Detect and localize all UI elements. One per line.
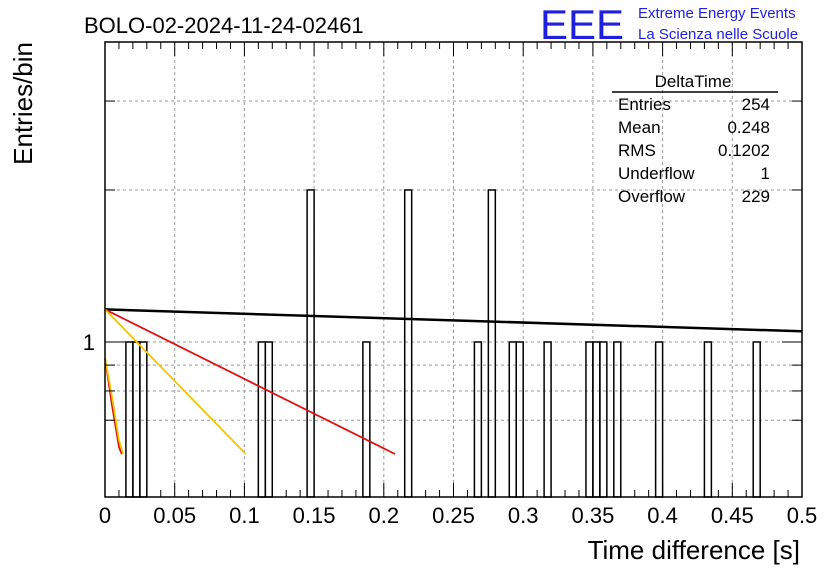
stats-value: 254	[742, 95, 770, 114]
chart-title: BOLO-02-2024-11-24-02461	[84, 13, 364, 38]
stats-value: 229	[742, 187, 770, 206]
stats-label: Entries	[618, 95, 671, 114]
grid-lines	[105, 42, 802, 497]
stats-label: RMS	[618, 141, 656, 160]
histogram-bins	[125, 189, 761, 498]
stats-title: DeltaTime	[655, 72, 732, 91]
histogram-bin	[487, 189, 497, 498]
x-tick-label: 0.05	[153, 503, 196, 528]
x-tick-label: 0	[99, 503, 111, 528]
histogram-bin	[306, 189, 315, 498]
x-tick-label: 0.45	[711, 503, 754, 528]
logo-text: EEE	[540, 1, 624, 48]
fit-curve	[104, 308, 396, 455]
logo-line-1: Extreme Energy Events	[638, 5, 796, 22]
histogram-bin	[403, 189, 413, 498]
stats-value: 1	[761, 164, 770, 183]
y-axis-label: Entries/bin	[8, 42, 38, 165]
x-tick-label: 0.1	[229, 503, 260, 528]
fit-curve	[104, 357, 124, 455]
axis-ticks	[104, 42, 803, 497]
x-tick-label: 0.5	[787, 503, 818, 528]
stats-label: Mean	[618, 118, 661, 137]
stats-label: Underflow	[618, 164, 695, 183]
y-tick-label: 1	[83, 330, 95, 355]
stats-value: 0.248	[727, 118, 770, 137]
stats-rows: Entries 254 Mean 0.248 RMS 0.1202 Underflow 1 Ov…	[618, 95, 770, 206]
x-tick-label: 0.15	[293, 503, 336, 528]
fit-curve	[104, 308, 803, 333]
fit-curve	[104, 308, 247, 455]
stats-label: Overflow	[618, 187, 686, 206]
x-axis-label: Time difference [s]	[588, 535, 800, 565]
x-tick-labels: 0 0.05 0.1 0.15 0.2 0.25 0.3 0.35 0.4 0.45 0.5	[99, 503, 817, 528]
x-tick-label: 0.25	[432, 503, 475, 528]
x-tick-label: 0.35	[571, 503, 614, 528]
y-tick-labels: 1	[83, 330, 95, 355]
x-tick-label: 0.4	[647, 503, 678, 528]
x-tick-label: 0.3	[508, 503, 539, 528]
stats-box: DeltaTime Entries 254 Mean 0.248 RMS 0.1202 Un…	[612, 72, 778, 206]
eee-logo: EEE Extreme Energy Events La Scienza nel…	[540, 1, 798, 48]
fit-curves	[104, 308, 803, 455]
stats-value: 0.1202	[718, 141, 770, 160]
logo-line-2: La Scienza nelle Scuole	[638, 26, 798, 43]
x-tick-label: 0.2	[369, 503, 400, 528]
